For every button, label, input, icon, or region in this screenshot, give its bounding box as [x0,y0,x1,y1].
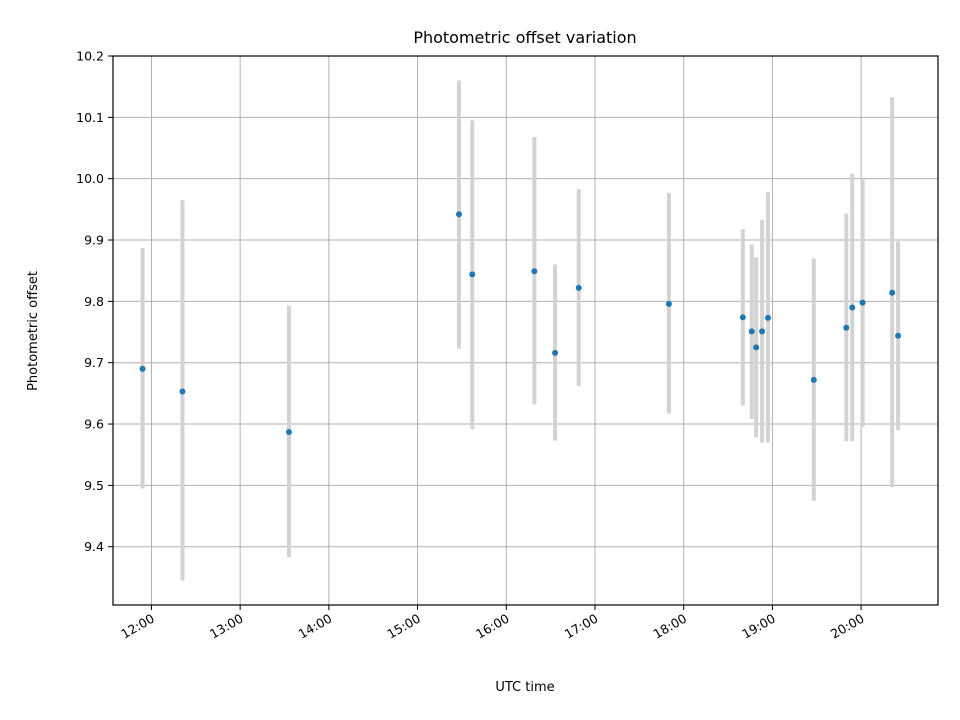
data-point [469,271,476,278]
y-tick-label: 10.0 [76,171,104,186]
y-tick-label: 9.8 [84,294,104,309]
y-tick-label: 10.2 [76,49,104,64]
data-point [759,328,766,335]
data-point [889,289,896,296]
data-point [748,328,755,335]
y-axis-ticks: 9.4 9.5 9.6 9.7 9.8 9.9 10.0 10.1 10.2 [76,49,113,554]
data-point [859,299,866,306]
data-point [285,429,292,436]
y-axis-label: Photometric offset [26,271,41,391]
y-tick-label: 9.4 [84,539,104,554]
data-point [455,211,462,218]
data-point [179,388,186,395]
data-point [753,344,760,351]
x-axis-label: UTC time [495,680,554,695]
data-point [665,300,672,307]
data-point [552,349,559,356]
y-tick-label: 10.1 [76,110,104,125]
plot-frame [112,55,939,606]
data-point [810,376,817,383]
y-tick-label: 9.9 [84,233,104,248]
data-point [531,268,538,275]
y-tick-label: 9.7 [84,355,104,370]
data-point [139,365,146,372]
y-tick-label: 9.6 [84,417,104,432]
grid-lines [113,55,938,605]
data-point [739,314,746,321]
y-tick-label: 9.5 [84,478,104,493]
data-point [895,332,902,339]
chart-title: Photometric offset variation [413,28,636,47]
data-point [843,324,850,331]
data-point [764,314,771,321]
data-points [139,211,902,436]
data-point [575,284,582,291]
data-point [849,304,856,311]
